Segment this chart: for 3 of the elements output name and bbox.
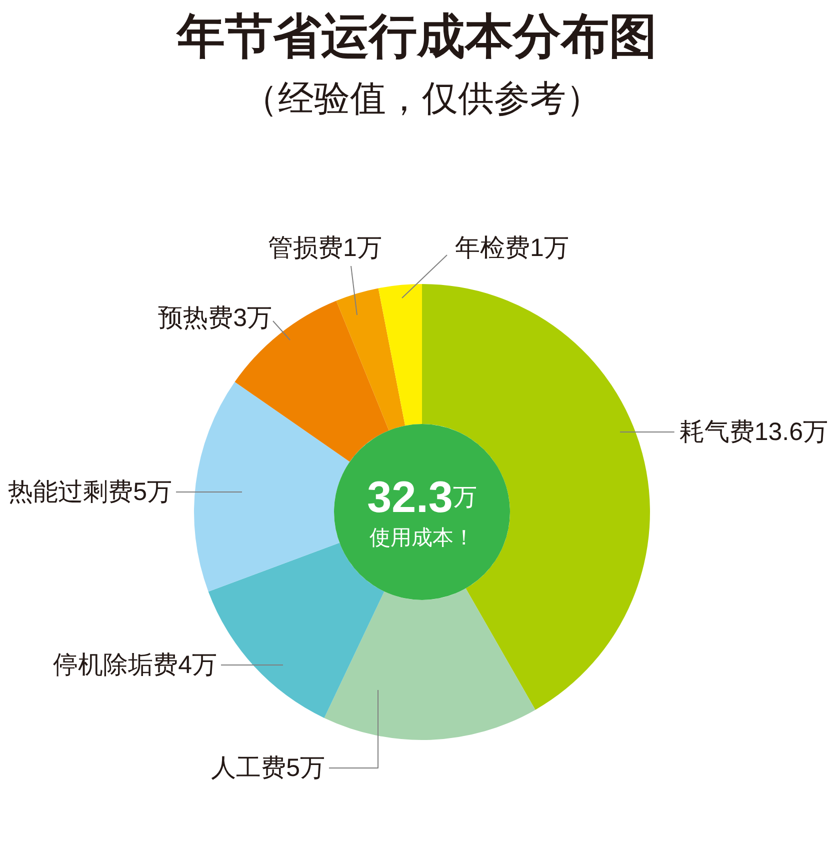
annotation: 使用成本！ [370,526,474,550]
subtitle: （经验值，仅供参考） [242,78,602,118]
title: 年节省运行成本分布图 [177,10,657,64]
